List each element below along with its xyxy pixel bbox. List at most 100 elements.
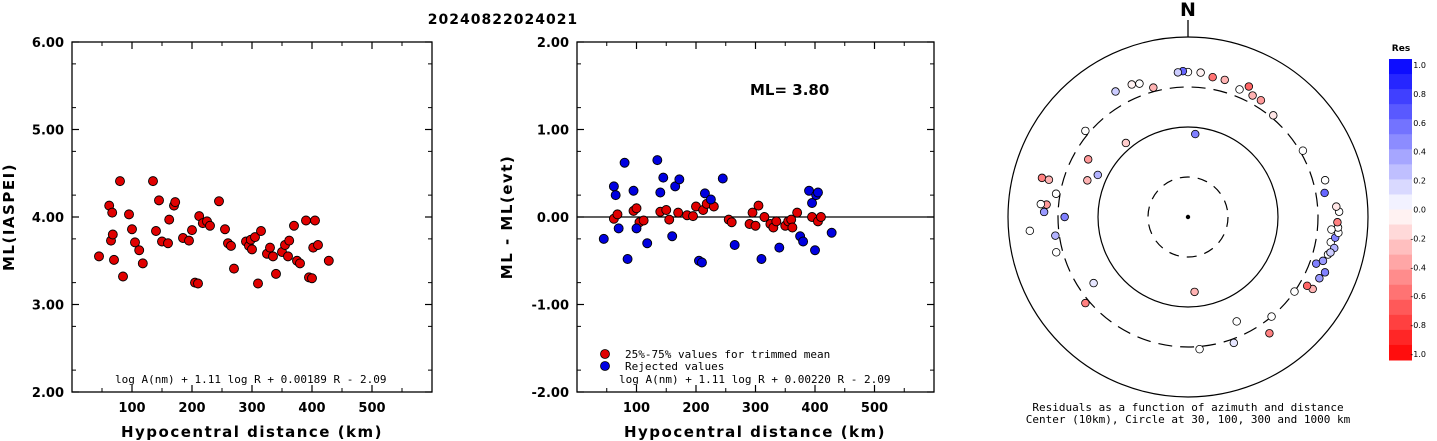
- figure-title: 20240822024021: [428, 12, 578, 28]
- chart2-ticks: -2.00 -1.00 0.00 1.00 2.00 100 200 300 400 500: [532, 36, 934, 416]
- polar-station-point: [1190, 287, 1199, 297]
- colorbar-tick-label: 0.2: [1413, 177, 1426, 186]
- polar-station-point: [1318, 256, 1328, 266]
- chart1-data-point: [313, 240, 323, 250]
- colorbar-gradient: [1389, 59, 1412, 361]
- chart1-data-point: [284, 235, 295, 246]
- polar-station-point: [1327, 225, 1336, 234]
- polar-station-point: [1320, 188, 1329, 198]
- colorbar-tick-label: -1.0: [1410, 350, 1426, 359]
- polar-station-point: [1173, 68, 1183, 77]
- chart1-data-point: [164, 214, 175, 225]
- chart2-data-point: [774, 242, 785, 253]
- polar-station-point: [1039, 207, 1049, 217]
- chart1-data-point: [184, 235, 194, 246]
- chart2-xtick-label: 200: [682, 401, 709, 416]
- polar-station-point: [1081, 298, 1090, 308]
- chart2-data-point: [642, 238, 653, 249]
- polar-station-point: [1320, 176, 1330, 185]
- chart2-y-axis-label: ML - ML(evt): [498, 155, 516, 279]
- chart2-data-point: [759, 212, 770, 222]
- chart2-ml-annotation: ML= 3.80: [750, 81, 829, 99]
- polar-caption-line-2: Center (10km), Circle at 30, 100, 300 an…: [1026, 413, 1351, 426]
- colorbar-step: [1389, 254, 1412, 271]
- chart2-data-point: [612, 209, 623, 220]
- chart1-data-point: [289, 220, 299, 231]
- colorbar-tick-label: 1.0: [1413, 61, 1426, 70]
- chart1-ytick-label: 3.00: [32, 299, 64, 314]
- chart1-data-point: [247, 244, 257, 255]
- chart2-points: [598, 155, 837, 268]
- colorbar-step: [1389, 209, 1412, 226]
- polar-station-point: [1235, 85, 1244, 94]
- chart1-data-point: [115, 176, 125, 187]
- colorbar-tick-label: -0.6: [1410, 292, 1426, 301]
- chart1-data-point: [323, 255, 334, 266]
- colorbar-step: [1389, 269, 1412, 286]
- colorbar-title: Res: [1392, 44, 1410, 54]
- colorbar-step: [1389, 344, 1412, 361]
- chart1-ytick-label: 2.00: [32, 386, 64, 401]
- north-label: N: [1180, 0, 1196, 21]
- chart2-ytick-label: 0.00: [537, 211, 569, 226]
- polar-station-point: [1044, 175, 1054, 184]
- polar-points: [1025, 66, 1344, 354]
- chart2-data-point: [753, 200, 764, 211]
- colorbar-step: [1389, 59, 1412, 75]
- polar-station-point: [1127, 80, 1136, 89]
- polar-station-point: [1093, 170, 1102, 180]
- chart2-data-point: [756, 254, 767, 264]
- polar-station-point: [1195, 344, 1204, 354]
- chart1-data-point: [118, 271, 128, 282]
- colorbar-step: [1389, 299, 1412, 316]
- circle-300km: [1057, 86, 1319, 348]
- chart2-data-point: [655, 187, 666, 198]
- chart2-data-point: [717, 173, 728, 184]
- chart2-data-point: [610, 190, 621, 201]
- chart1-data-point: [193, 278, 203, 289]
- chart1-xtick-label: 500: [358, 401, 385, 416]
- polar-station-point: [1060, 212, 1069, 222]
- chart1-data-point: [250, 232, 260, 243]
- polar-station-point: [1191, 129, 1200, 139]
- polar-station-point: [1232, 317, 1241, 326]
- chart1-data-point: [214, 196, 224, 207]
- chart2-data-point: [729, 240, 740, 250]
- polar-station-point: [1196, 68, 1205, 77]
- chart1-data-point: [109, 254, 119, 265]
- chart1-data-point: [127, 224, 137, 235]
- chart1-points: [94, 176, 334, 289]
- polar-station-point: [1290, 287, 1299, 296]
- chart2-data-point: [697, 257, 707, 268]
- polar-station-point: [1320, 268, 1330, 277]
- polar-station-point: [1256, 96, 1266, 105]
- chart2-x-axis-label: Hypocentral distance (km): [624, 423, 886, 441]
- legend-trimmed-marker: [600, 349, 610, 359]
- polar-station-point: [1149, 83, 1158, 92]
- chart2-data-point: [631, 223, 642, 234]
- chart1-xtick-label: 200: [178, 401, 205, 416]
- polar-station-point: [1302, 281, 1312, 290]
- chart2-xtick-label: 400: [801, 401, 828, 416]
- center-point: [1185, 214, 1191, 220]
- colorbar-step: [1389, 179, 1412, 195]
- polar-caption-line-1: Residuals as a function of azimuth and d…: [1032, 401, 1343, 414]
- chart1-data-point: [107, 229, 118, 240]
- chart2-data-point: [792, 207, 803, 218]
- chart1-data-point: [151, 226, 161, 236]
- chart2-data-point: [771, 216, 782, 227]
- chart1-data-point: [229, 263, 239, 274]
- chart2-ytick-label: 1.00: [537, 124, 569, 139]
- chart-ml-residual: -2.00 -1.00 0.00 1.00 2.00 100 200 300 400 500 ML…: [498, 36, 935, 441]
- chart1-data-point: [148, 176, 158, 187]
- chart1-ticks: 2.00 3.00 4.00 5.00 6.00 100 200 300 400 500: [32, 36, 432, 416]
- legend-trimmed-label: 25%-75% values for trimmed mean: [625, 348, 830, 361]
- colorbar-step: [1389, 134, 1412, 150]
- chart1-data-point: [170, 197, 181, 208]
- colorbar-step: [1389, 149, 1412, 165]
- chart1-data-point: [271, 268, 281, 279]
- colorbar-tick-label: 0.4: [1413, 148, 1426, 157]
- circle-1000km: [1007, 36, 1369, 398]
- colorbar-step: [1389, 89, 1412, 105]
- chart1-data-point: [310, 215, 320, 226]
